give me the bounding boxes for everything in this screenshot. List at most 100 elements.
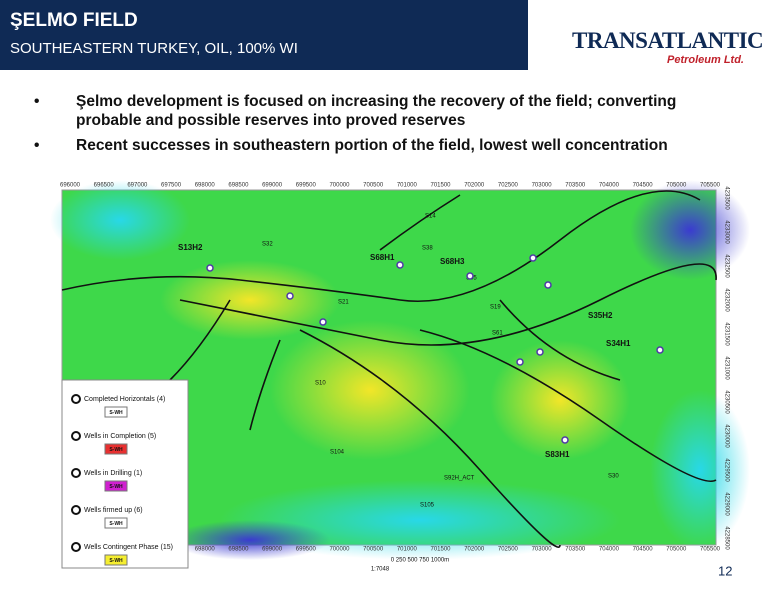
well-label: S68H1 xyxy=(370,253,395,262)
x-coord-label: 704000 xyxy=(599,547,620,553)
x-coord-label: 705000 xyxy=(666,547,687,553)
x-coord-label: 701500 xyxy=(431,547,452,553)
well-label: S10 xyxy=(315,381,326,387)
well-symbol xyxy=(319,318,327,326)
x-coord-label: 700500 xyxy=(363,547,384,553)
legend-chip-label: S-WH xyxy=(109,410,123,416)
x-coord-label: 698500 xyxy=(228,547,249,553)
legend-chip xyxy=(104,517,128,529)
y-coord-label: 4232000 xyxy=(723,288,729,312)
x-coord-label: 705500 xyxy=(700,183,721,189)
legend-chip xyxy=(104,554,128,566)
x-coord-label: 699500 xyxy=(296,547,317,553)
x-coord-label: 703000 xyxy=(532,183,553,189)
well-symbol xyxy=(286,292,294,300)
bullet: Recent successes in southeastern portion… xyxy=(28,136,728,155)
page-number: 12 xyxy=(718,563,732,578)
well-label: S68H3 xyxy=(440,257,465,266)
well-label: S105 xyxy=(420,503,435,509)
x-coord-label: 702000 xyxy=(464,183,485,189)
well-label: S34H1 xyxy=(606,339,631,348)
y-coord-label: 4232500 xyxy=(723,254,729,278)
x-coord-label: 702500 xyxy=(498,183,519,189)
x-coord-label: 698000 xyxy=(195,183,216,189)
x-coord-label: 698500 xyxy=(228,183,249,189)
legend-chip-label: S-WH xyxy=(109,521,123,527)
x-coord-label: 697000 xyxy=(127,183,148,189)
subtitle: SOUTHEASTERN TURKEY, OIL, 100% WI xyxy=(10,40,298,57)
legend-label: Wells Contingent Phase (15) xyxy=(84,544,173,551)
x-coord-label: 700000 xyxy=(329,183,350,189)
well-label: S14 xyxy=(425,214,436,220)
x-coord-label: 697500 xyxy=(161,183,182,189)
legend-chip-label: S-WH xyxy=(109,447,123,453)
legend-symbol xyxy=(71,468,81,478)
well-label: S104 xyxy=(330,450,345,456)
y-coord-label: 4231500 xyxy=(723,322,729,346)
title: ŞELMO FIELD xyxy=(10,10,138,31)
bullets: Şelmo development is focused on increasi… xyxy=(28,92,728,161)
x-coord-label: 699500 xyxy=(296,183,317,189)
legend-label: Wells in Drilling (1) xyxy=(84,470,142,477)
well-label: S30 xyxy=(608,474,619,480)
legend-symbol xyxy=(71,505,81,515)
well-symbol xyxy=(466,272,474,280)
legend-symbol xyxy=(71,394,81,404)
legend: Completed Horizontals (4) S-WH Wells in Co… xyxy=(61,379,189,569)
x-coord-label: 701000 xyxy=(397,547,418,553)
header: ŞELMO FIELD SOUTHEASTERN TURKEY, OIL, 10… xyxy=(0,0,528,70)
x-coord-label: 696000 xyxy=(60,183,81,189)
logo-tagline: Petroleum Ltd. xyxy=(666,54,744,66)
scale-bar-label: 0 250 500 750 1000m xyxy=(391,558,449,564)
x-coord-label: 704500 xyxy=(633,547,654,553)
well-symbol xyxy=(544,281,552,289)
x-coord-label: 702500 xyxy=(498,547,519,553)
legend-chip-label: S-WH xyxy=(109,484,123,490)
y-coord-label: 4229500 xyxy=(723,458,729,482)
scale-ratio: 1:7048 xyxy=(371,567,390,573)
y-coord-label: 4231000 xyxy=(723,356,729,380)
legend-chip xyxy=(104,480,128,492)
y-coord-label: 4228500 xyxy=(723,526,729,550)
well-label: S21 xyxy=(338,300,349,306)
x-coord-label: 700000 xyxy=(329,547,350,553)
well-label: S35H2 xyxy=(588,311,613,320)
x-coord-label: 702000 xyxy=(464,547,485,553)
well-label: S61 xyxy=(492,331,503,337)
well-label: S92H_ACT xyxy=(444,476,475,482)
faults xyxy=(61,190,717,548)
x-coord-label: 705000 xyxy=(666,183,687,189)
y-coord-label: 4230000 xyxy=(723,424,729,448)
well-symbol xyxy=(396,261,404,269)
legend-chip xyxy=(104,443,128,455)
x-coord-label: 704500 xyxy=(633,183,654,189)
y-coord-label: 4229000 xyxy=(723,492,729,516)
x-coord-label: 705500 xyxy=(700,547,721,553)
x-coord-label: 703500 xyxy=(565,547,586,553)
well-label: S13H2 xyxy=(178,243,203,252)
legend-label: Completed Horizontals (4) xyxy=(84,396,165,403)
well-label: S38 xyxy=(422,246,433,252)
legend-chip xyxy=(104,406,128,418)
well-symbol xyxy=(529,254,537,262)
y-coord-label: 4233000 xyxy=(723,220,729,244)
well-label: S32 xyxy=(262,242,273,248)
bullet: Şelmo development is focused on increasi… xyxy=(28,92,728,130)
well-symbol xyxy=(536,348,544,356)
well-symbol xyxy=(561,436,569,444)
y-coord-label: 4233500 xyxy=(723,186,729,210)
well-label: S19 xyxy=(490,305,501,311)
x-coord-label: 701000 xyxy=(397,183,418,189)
logo: TRANSATLANTIC Petroleum Ltd. xyxy=(572,28,764,66)
legend-label: Wells in Completion (5) xyxy=(84,433,156,440)
legend-label: Wells firmed up (6) xyxy=(84,507,143,514)
x-coord-label: 696500 xyxy=(94,183,115,189)
x-coord-label: 703000 xyxy=(532,547,553,553)
x-coord-label: 700500 xyxy=(363,183,384,189)
map-shading xyxy=(50,180,750,560)
legend-symbol xyxy=(71,542,81,552)
x-coord-label: 699000 xyxy=(262,183,283,189)
well-label: S83H1 xyxy=(545,450,570,459)
